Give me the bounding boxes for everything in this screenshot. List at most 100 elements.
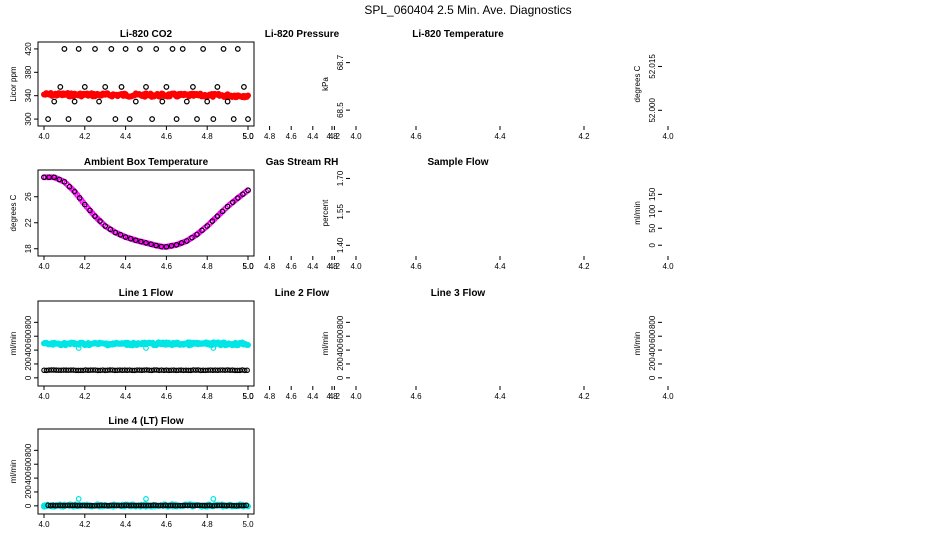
data-point [375,338,379,342]
data-point [173,242,180,248]
data-point [214,84,221,90]
x-tick-label: 4.8 [326,262,338,271]
data-point [414,111,419,116]
data-point [265,196,271,202]
data-point [442,212,447,217]
data-point [308,369,313,374]
data-point [614,369,619,374]
data-point [313,212,318,217]
data-point [313,367,318,372]
data-point [358,369,363,374]
data-point [292,367,297,372]
data-point [266,369,271,374]
series-black [45,46,251,122]
data-point [168,243,175,249]
data-point [507,214,512,219]
data-point [279,210,284,215]
data-point [330,369,335,374]
data-point [613,99,617,103]
data-point [328,232,333,237]
data-point [383,213,388,218]
data-point [313,211,317,215]
series-black [41,174,251,250]
data-point [319,99,323,103]
data-point [273,367,278,372]
data-point [279,342,283,346]
data-point [259,342,263,346]
data-point [294,201,300,207]
data-point [374,100,378,104]
data-point [532,99,536,103]
data-point [260,104,265,109]
data-point [264,104,269,109]
data-point [362,214,367,219]
data-point [472,99,476,103]
data-point [575,214,580,219]
data-point [565,370,570,375]
data-point [458,369,463,374]
data-point [312,368,317,373]
data-point [290,98,294,102]
data-point [264,212,269,217]
data-point [310,209,316,215]
data-point [607,338,611,342]
data-point [482,99,486,103]
data-point [437,214,442,219]
data-point [283,98,288,103]
y-axis-label: ml/min [633,332,642,356]
y-tick-label: 0 [648,375,657,380]
data-point [542,214,547,219]
data-point [261,342,265,346]
data-point [372,99,376,103]
data-point [279,368,284,373]
data-point [333,225,338,230]
data-point [429,211,433,215]
data-point [289,219,294,224]
data-point [657,338,661,342]
data-point [624,96,628,100]
data-point [496,338,500,342]
data-point [290,213,295,218]
data-point [621,213,626,218]
data-point [81,84,88,90]
data-point [367,213,372,218]
data-point [291,204,297,210]
data-point [245,116,251,122]
chart-panel-line3: Line 3 Flow4.04.24.44.64.85.002004006008… [242,288,674,401]
data-point [276,101,281,106]
data-point [307,341,311,345]
data-point [542,368,547,373]
data-point [268,367,273,372]
data-point [61,179,68,185]
data-point [153,46,160,52]
data-point [46,174,52,181]
data-point [253,211,257,215]
data-point [666,368,671,373]
data-point [293,98,298,103]
data-point [173,116,180,122]
data-point [272,218,278,224]
data-point [548,99,552,103]
data-point [590,99,595,104]
data-point [268,197,274,203]
data-point [343,190,349,196]
data-point [262,370,267,375]
data-point [296,99,301,104]
data-point [465,368,470,373]
data-point [353,194,359,200]
data-point [377,100,381,104]
data-point [537,369,542,374]
data-point [354,54,359,59]
data-point [288,222,294,228]
data-point [285,369,290,374]
data-point [463,369,468,374]
data-point [374,370,379,375]
data-point [263,211,267,215]
data-point [582,213,587,218]
data-point [268,369,273,374]
y-axis-label: Licor ppm [9,66,18,101]
data-point [353,212,358,217]
data-point [348,342,352,346]
data-point [190,84,196,90]
x-tick-label: 4.6 [161,520,173,529]
